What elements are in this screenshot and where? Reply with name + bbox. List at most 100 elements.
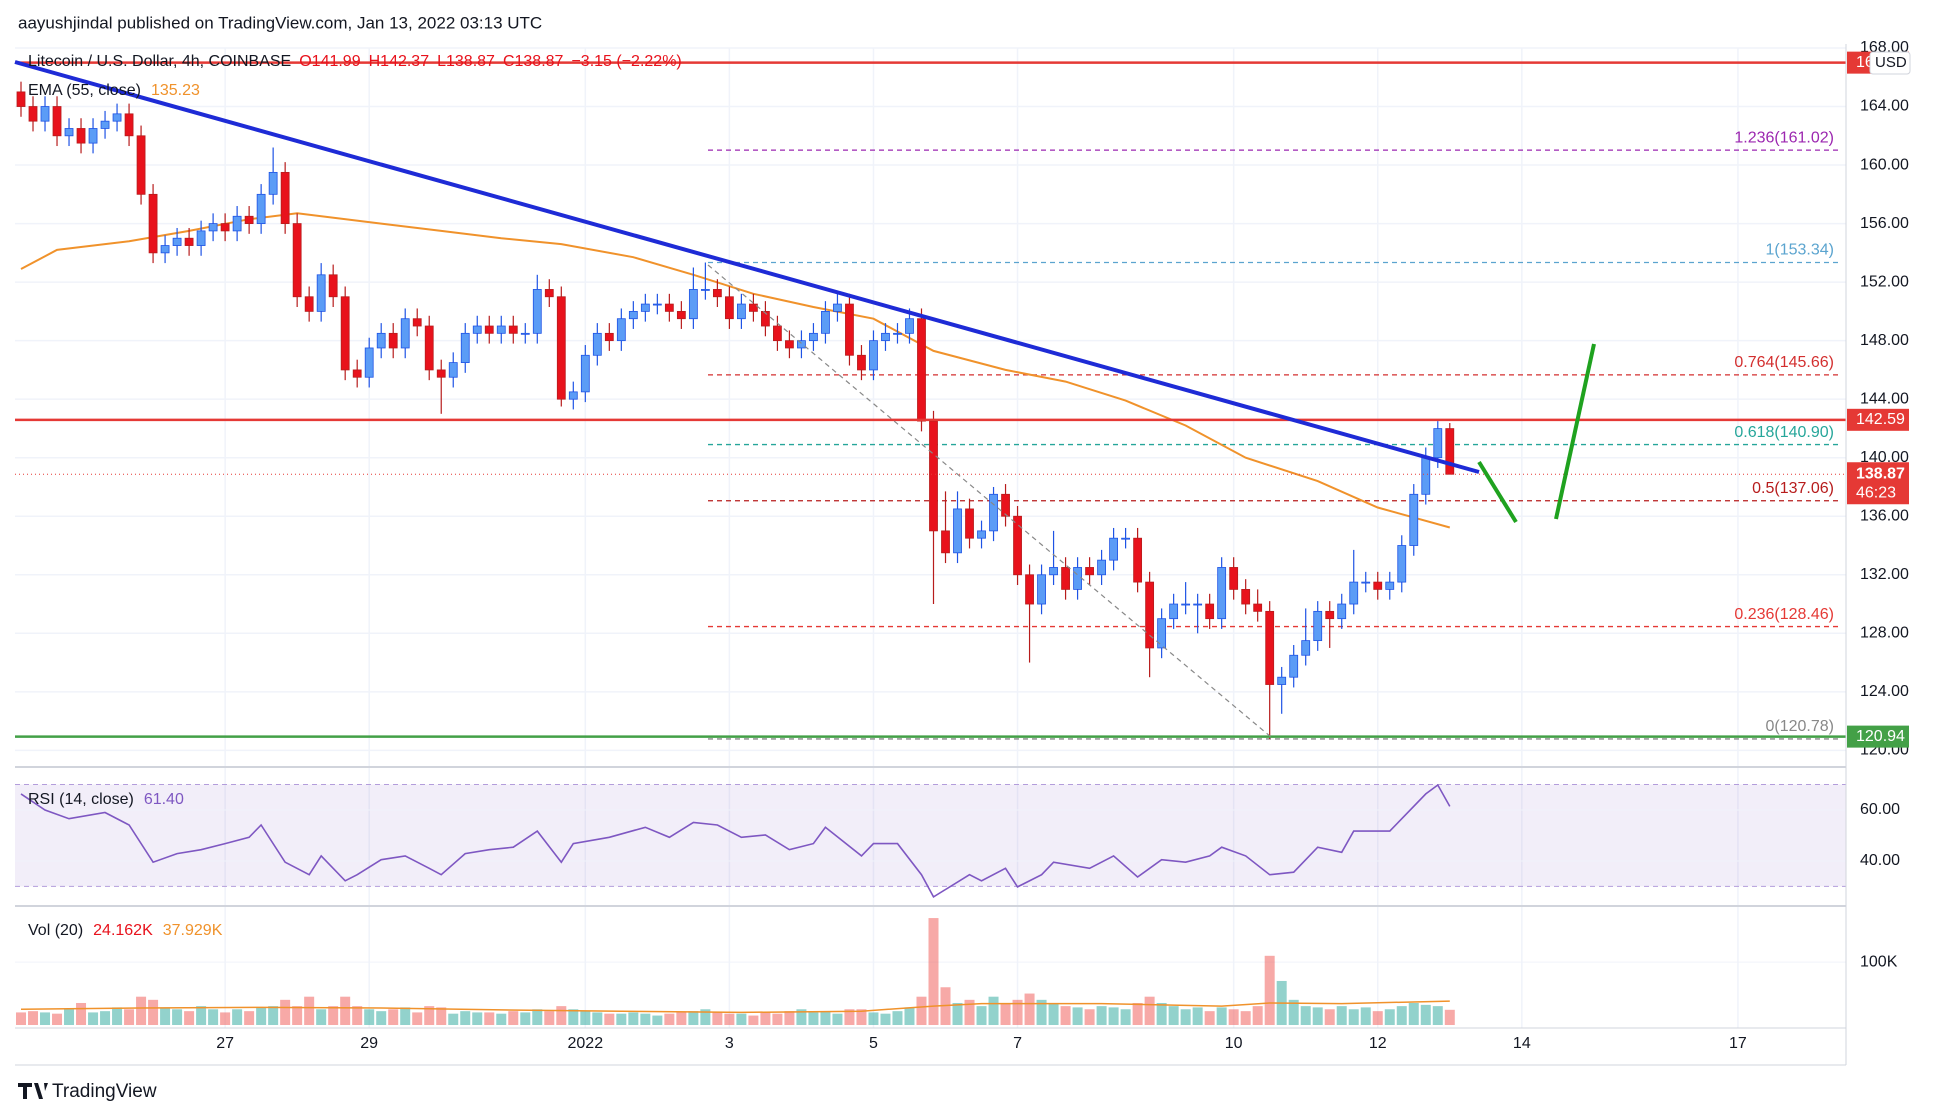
- candle-body: [496, 325, 506, 334]
- candle-body: [893, 332, 902, 335]
- candle-body: [857, 354, 866, 371]
- volume-bar: [964, 999, 975, 1025]
- candle-body: [424, 325, 434, 371]
- candle-body: [1193, 603, 1203, 606]
- candle-body: [1121, 537, 1131, 540]
- volume-bar: [484, 1012, 495, 1025]
- volume-bar: [112, 1007, 123, 1025]
- volume-bar: [220, 1012, 231, 1025]
- volume-bar: [28, 1011, 39, 1025]
- candle-body: [1313, 610, 1323, 642]
- volume-bar: [100, 1011, 111, 1025]
- fib-label: 1(153.34): [1766, 242, 1835, 259]
- brand-name: TradingView: [52, 1081, 157, 1102]
- volume-bar: [1336, 1006, 1347, 1025]
- rsi-tick-label: 60.00: [1860, 801, 1900, 818]
- legend-item: H142.37: [369, 53, 430, 70]
- volume-legend: Vol (20) 24.162K 37.929K: [28, 922, 223, 939]
- volume-bar: [1288, 999, 1299, 1025]
- volume-bar: [1048, 1002, 1059, 1025]
- candle-body: [1049, 567, 1058, 576]
- candle-body: [388, 332, 398, 349]
- candle-body: [833, 303, 842, 312]
- volume-bar: [412, 1012, 423, 1025]
- candle-body: [1337, 603, 1347, 620]
- candle-body: [785, 340, 794, 349]
- volume-bar: [1156, 1002, 1167, 1025]
- candle-body: [712, 289, 722, 298]
- volume-bar: [712, 1012, 723, 1025]
- volume-bar: [328, 1006, 339, 1025]
- volume-bar: [76, 1002, 87, 1025]
- candle-body: [460, 332, 470, 364]
- volume-bar: [1072, 1007, 1083, 1025]
- candle-body: [1157, 618, 1167, 649]
- candle-body: [1433, 428, 1443, 459]
- volume-bar: [1312, 1007, 1323, 1025]
- candle-body: [556, 296, 566, 400]
- candle-body: [256, 193, 266, 224]
- level-label: 16: [1856, 54, 1874, 71]
- volume-bar: [352, 1006, 363, 1025]
- volume-bar: [832, 1013, 843, 1025]
- volume-bar: [520, 1012, 531, 1025]
- volume-bar: [424, 1006, 435, 1025]
- candle-body: [340, 296, 350, 371]
- volume-bar: [88, 1012, 99, 1025]
- volume-bar: [820, 1011, 831, 1025]
- volume-bar: [280, 999, 291, 1025]
- rsi-legend: RSI (14, close) 61.40: [28, 791, 184, 808]
- legend-item: Vol (20): [28, 922, 83, 939]
- candle-body: [929, 420, 938, 532]
- volume-bar: [760, 1012, 771, 1025]
- candle-body: [869, 340, 878, 371]
- volume-bar: [208, 1009, 219, 1025]
- volume-bar: [652, 1015, 663, 1025]
- volume-bar: [172, 1009, 183, 1025]
- legend-item: 37.929K: [163, 922, 223, 939]
- legend-item: Litecoin / U.S. Dollar, 4h, COINBASE: [28, 53, 291, 70]
- candle-body: [16, 91, 26, 107]
- candle-body: [1205, 603, 1215, 620]
- candle-body: [1181, 603, 1191, 606]
- volume-bar: [616, 1013, 627, 1025]
- volume-bar: [988, 996, 999, 1025]
- volume-bar: [724, 1013, 735, 1025]
- y-tick-label: 128.00: [1860, 625, 1909, 642]
- fib-label: 0.236(128.46): [1734, 606, 1834, 623]
- volume-bar: [436, 1007, 447, 1025]
- candle-body: [88, 128, 98, 144]
- candle-body: [809, 332, 818, 342]
- candle-body: [1265, 610, 1275, 685]
- volume-bar: [376, 1011, 387, 1025]
- y-tick-label: 132.00: [1860, 566, 1909, 583]
- volume-bar: [1036, 999, 1047, 1025]
- candle-body: [652, 303, 662, 306]
- volume-bar: [628, 1012, 639, 1025]
- x-tick-label: 7: [1013, 1035, 1022, 1052]
- volume-bar: [448, 1013, 459, 1025]
- candle-body: [700, 289, 710, 291]
- candle-body: [1253, 603, 1263, 612]
- volume-bar: [316, 1009, 327, 1025]
- candle-body: [1097, 559, 1106, 576]
- volume-bar: [1204, 1011, 1215, 1025]
- candle-body: [508, 325, 518, 334]
- volume-bar: [1228, 1009, 1239, 1025]
- candle-body: [160, 245, 170, 254]
- candle-body: [376, 332, 386, 349]
- volume-bar: [508, 1011, 519, 1025]
- candle-body: [148, 193, 158, 254]
- x-tick-label: 2022: [568, 1035, 604, 1052]
- candle-body: [448, 362, 458, 378]
- candle-body: [136, 135, 146, 195]
- volume-bar: [952, 1002, 963, 1025]
- volume-bar: [16, 1012, 27, 1025]
- candle-body: [881, 332, 890, 342]
- candle-body: [917, 318, 926, 422]
- candle-body: [1169, 603, 1179, 620]
- volume-bar: [388, 1009, 399, 1025]
- volume-bar: [976, 1006, 987, 1025]
- candle-body: [1013, 515, 1022, 576]
- rsi-line: [20, 783, 1451, 899]
